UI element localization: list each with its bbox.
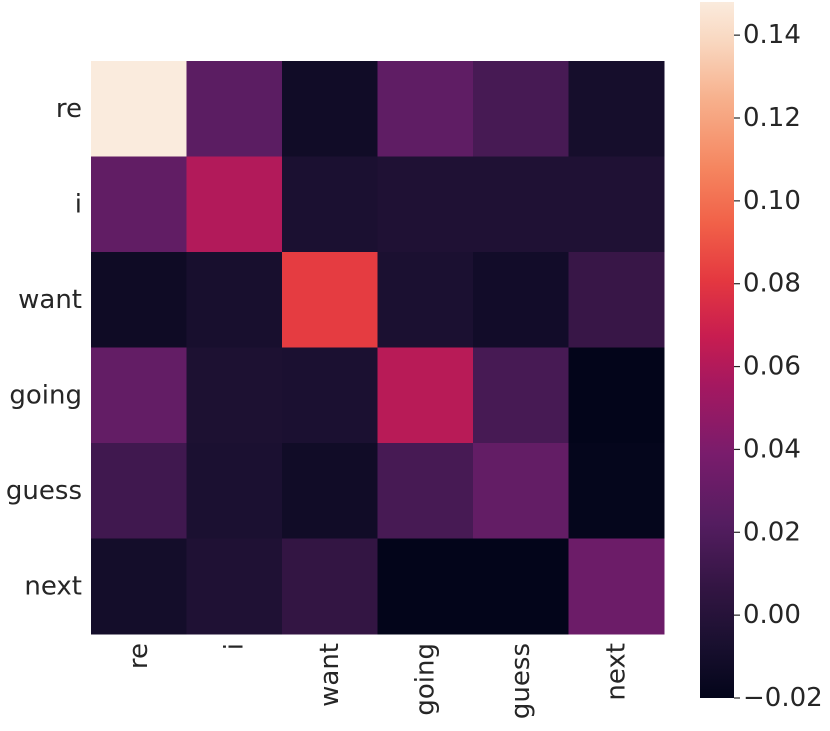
heatmap-cell-want-going: [377, 252, 474, 348]
heatmap-cell-want-i: [186, 252, 283, 348]
heatmap-cell-want-next: [568, 252, 665, 348]
heatmap-cell-i-want: [282, 156, 378, 253]
heatmap-cell-i-next: [568, 156, 665, 253]
colorbar: −0.02 0.00 0.02 0.04 0.06 0.08 0.10 0.12 0.14: [700, 2, 823, 713]
heatmap-cell-i-going: [377, 156, 474, 253]
row-label-want: want: [18, 285, 82, 315]
colorbar-tick-label-2: 0.02: [743, 517, 801, 547]
heatmap-cell-guess-guess: [473, 443, 569, 539]
heatmap-cell-i-i: [186, 156, 283, 253]
heatmap-cell-next-guess: [473, 538, 569, 635]
heatmap-cell-guess-want: [282, 443, 378, 539]
row-label-next: next: [24, 571, 82, 601]
row-label-guess: guess: [6, 476, 82, 506]
colorbar-ticks: −0.02 0.00 0.02 0.04 0.06 0.08 0.10 0.12 0.14: [734, 20, 823, 713]
heatmap-cell-going-want: [282, 347, 378, 444]
heatmap-cells: [91, 61, 665, 635]
column-label-i: i: [219, 643, 249, 650]
heatmap-cell-guess-going: [377, 443, 474, 539]
colorbar-tick-label-0: −0.02: [743, 683, 823, 713]
heatmap-cell-going-next: [568, 347, 665, 444]
heatmap-cell-next-re: [91, 538, 187, 635]
colorbar-tick-label-7: 0.12: [743, 103, 801, 133]
row-label-i: i: [75, 189, 82, 219]
heatmap-cell-guess-i: [186, 443, 283, 539]
column-label-going: going: [410, 643, 440, 716]
heatmap-cell-re-i: [186, 61, 283, 157]
heatmap-cell-going-guess: [473, 347, 569, 444]
heatmap-cell-going-re: [91, 347, 187, 444]
colorbar-tick-label-6: 0.10: [743, 186, 801, 216]
heatmap-cell-re-next: [568, 61, 665, 157]
heatmap-cell-next-next: [568, 538, 665, 635]
heatmap-cell-want-re: [91, 252, 187, 348]
colorbar-tick-label-3: 0.04: [743, 434, 801, 464]
heatmap-cell-i-re: [91, 156, 187, 253]
row-label-re: re: [56, 94, 82, 124]
heatmap-cell-next-going: [377, 538, 474, 635]
column-label-next: next: [601, 643, 631, 701]
colorbar-tick-label-5: 0.08: [743, 269, 801, 299]
heatmap-cell-guess-re: [91, 443, 187, 539]
heatmap-cell-re-going: [377, 61, 474, 157]
heatmap-cell-re-guess: [473, 61, 569, 157]
column-label-re: re: [124, 643, 154, 669]
heatmap-cell-want-want: [282, 252, 378, 348]
column-label-want: want: [315, 643, 345, 707]
row-label-going: going: [9, 380, 82, 410]
colorbar-tick-label-1: 0.00: [743, 600, 801, 630]
heatmap-cell-re-re: [91, 61, 187, 157]
row-labels: re i want going guess next: [6, 94, 82, 602]
heatmap-cell-next-want: [282, 538, 378, 635]
heatmap-cell-next-i: [186, 538, 283, 635]
heatmap-cell-going-i: [186, 347, 283, 444]
column-label-guess: guess: [506, 643, 536, 719]
heatmap-cell-re-want: [282, 61, 378, 157]
heatmap-cell-guess-next: [568, 443, 665, 539]
heatmap-cell-going-going: [377, 347, 474, 444]
column-labels: re i want going guess next: [124, 643, 632, 719]
colorbar-gradient: [700, 2, 734, 698]
heatmap-cell-want-guess: [473, 252, 569, 348]
heatmap-cell-i-guess: [473, 156, 569, 253]
colorbar-tick-label-8: 0.14: [743, 20, 801, 50]
colorbar-tick-label-4: 0.06: [743, 352, 801, 382]
